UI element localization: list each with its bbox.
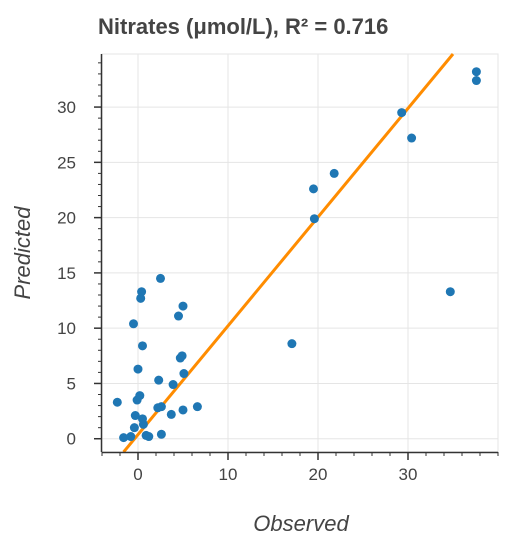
data-point [133, 364, 143, 374]
data-point [138, 341, 147, 351]
data-point [471, 67, 481, 77]
y-tick-label: 30 [57, 98, 76, 117]
data-point [407, 133, 417, 143]
x-tick-label: 20 [309, 465, 328, 484]
points-layer [112, 67, 481, 443]
data-point [156, 402, 166, 412]
data-point [177, 351, 187, 361]
x-tick-label: 30 [399, 465, 418, 484]
y-tick-label: 20 [57, 209, 76, 228]
data-point [154, 375, 164, 385]
axes: 0 10 20 30 0 5 10 15 20 25 30 [57, 54, 499, 484]
data-point [126, 432, 136, 442]
data-point [137, 287, 147, 297]
data-point [130, 411, 140, 421]
data-point [156, 429, 166, 439]
chart-title: Nitrates (μmol/L), R² = 0.716 [98, 14, 389, 39]
y-tick-label: 10 [57, 319, 76, 338]
data-point [156, 273, 165, 283]
data-point [309, 214, 319, 224]
y-tick-label: 15 [57, 264, 76, 283]
plot-frame [101, 53, 499, 453]
data-point [287, 339, 297, 349]
data-point [174, 311, 183, 321]
data-point [168, 380, 178, 390]
x-axis-label: Observed [253, 511, 349, 536]
data-point [471, 76, 481, 86]
data-point [119, 433, 129, 443]
x-tick-label: 10 [219, 465, 238, 484]
data-point [397, 108, 407, 118]
data-point [329, 168, 339, 178]
y-tick-label: 25 [57, 153, 76, 172]
data-point [178, 405, 188, 415]
data-point [178, 301, 188, 311]
data-point [129, 319, 138, 329]
data-point [166, 409, 176, 419]
data-point [112, 397, 122, 407]
grid [102, 54, 498, 452]
y-tick-label: 0 [67, 430, 76, 449]
data-point [136, 293, 146, 303]
data-point [179, 369, 189, 379]
data-point [445, 287, 455, 297]
data-point [192, 402, 202, 412]
data-point [138, 419, 148, 429]
x-tick-label: 0 [133, 465, 142, 484]
fit-line-layer [122, 53, 455, 453]
data-point [144, 432, 154, 442]
data-point [135, 391, 145, 401]
y-axis-label: Predicted [10, 206, 35, 300]
data-point [129, 423, 139, 433]
data-point [309, 184, 318, 194]
fit-line [122, 53, 455, 453]
y-tick-label: 5 [67, 374, 76, 393]
